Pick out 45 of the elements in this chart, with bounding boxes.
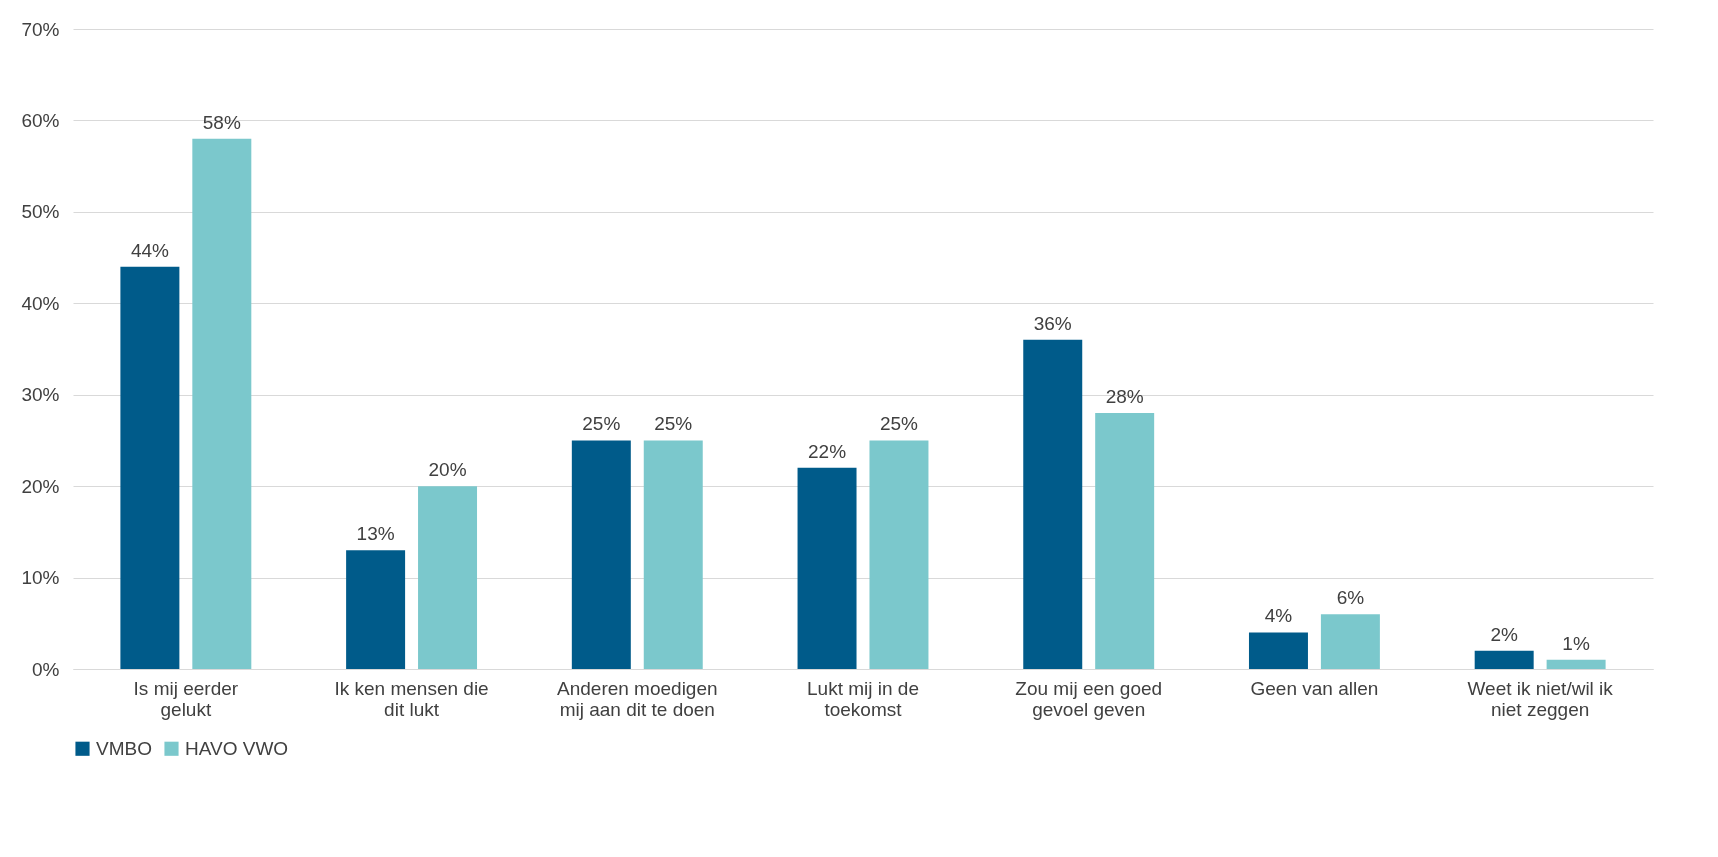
bar xyxy=(1320,614,1380,669)
data-label: 36% xyxy=(1033,312,1072,334)
bar xyxy=(1474,650,1534,669)
x-tick-label: Lukt mij in de toekomst xyxy=(807,677,919,720)
y-tick-label: 40% xyxy=(21,292,60,314)
y-tick-label: 0% xyxy=(32,658,60,680)
data-label: 25% xyxy=(582,413,621,435)
data-label: 28% xyxy=(1105,386,1144,407)
bar xyxy=(346,550,406,669)
legend-label: VMBO xyxy=(96,737,152,759)
data-label: 22% xyxy=(808,440,847,462)
data-label: 1% xyxy=(1562,632,1590,654)
y-tick-label: 30% xyxy=(21,384,60,406)
y-tick-label: 60% xyxy=(21,109,60,131)
x-tick-label: Ik ken mensen die dit lukt xyxy=(334,677,489,720)
y-tick-label: 70% xyxy=(21,18,60,40)
x-tick-label: Weet ik niet/wil ik niet zeggen xyxy=(1467,677,1614,720)
x-tick-label: Is mij eerder gelukt xyxy=(133,677,239,720)
data-label: 25% xyxy=(654,413,693,435)
x-tick-label: Geen van allen xyxy=(1250,677,1379,699)
bar xyxy=(1248,632,1308,669)
y-tick-label: 10% xyxy=(21,567,60,589)
data-label: 25% xyxy=(879,413,919,435)
bar xyxy=(120,266,180,669)
bar xyxy=(571,440,631,669)
bar xyxy=(418,486,478,669)
x-tick-label: Anderen moedigen mij aan dit te doen xyxy=(557,677,718,720)
data-label: 13% xyxy=(356,523,395,545)
bar xyxy=(192,138,252,669)
data-label: 58% xyxy=(202,111,241,133)
data-label: 44% xyxy=(130,239,170,261)
bar xyxy=(1023,339,1083,669)
bar xyxy=(797,467,857,669)
data-label: 6% xyxy=(1336,587,1365,609)
data-label: 20% xyxy=(428,459,467,481)
data-label: 2% xyxy=(1490,623,1519,645)
x-tick-label: Zou mij een goed gevoel geven xyxy=(1015,677,1163,720)
legend-label: HAVO VWO xyxy=(185,737,289,759)
y-tick-label: 20% xyxy=(21,475,60,497)
y-tick-label: 50% xyxy=(21,201,60,223)
bar xyxy=(1095,413,1155,669)
bar xyxy=(643,440,703,669)
data-label: 4% xyxy=(1264,605,1293,627)
bar xyxy=(1546,659,1606,669)
bar xyxy=(869,440,929,669)
